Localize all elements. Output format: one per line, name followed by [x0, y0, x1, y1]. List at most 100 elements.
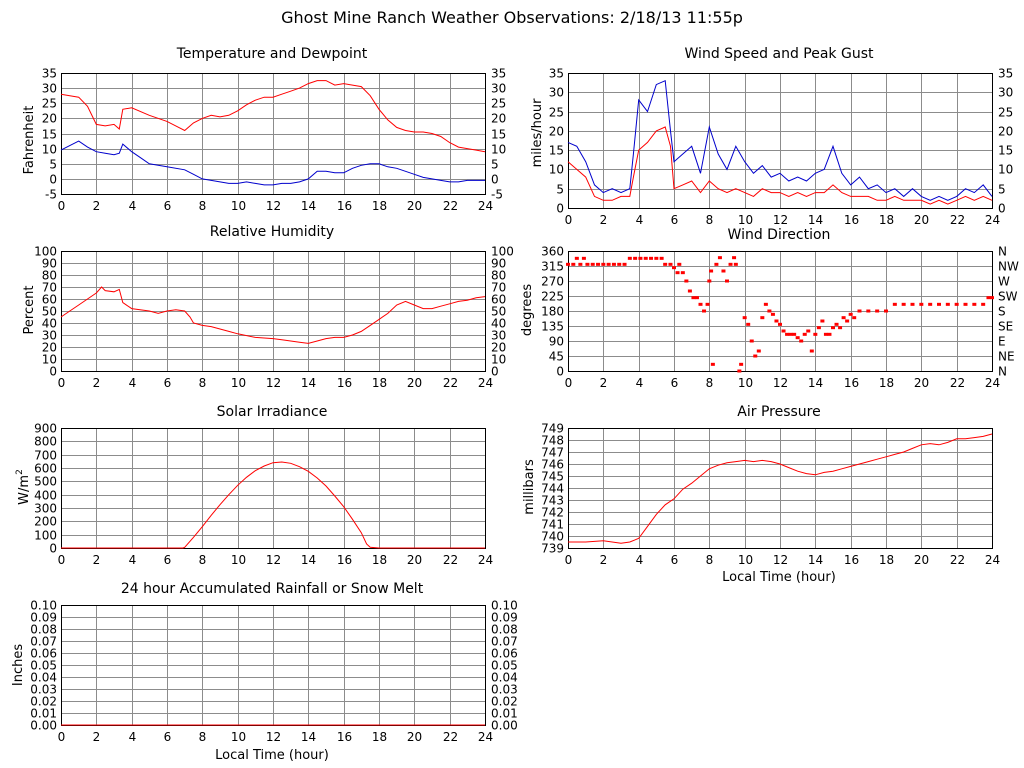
data-point [680, 271, 685, 275]
y-tick-label: 30 [42, 82, 57, 96]
x-tick-label: 6 [164, 553, 172, 567]
data-point [838, 326, 843, 330]
data-point [705, 302, 710, 306]
data-point [848, 312, 853, 316]
data-point [733, 262, 738, 266]
right-tick-label: 100 [491, 245, 514, 259]
solar-irradiance-chart: Solar Irradiance W/m2 0 2 4 6 8 10 12 14 16 18 20 2… [15, 404, 493, 567]
right-tick-label: 0.08 [491, 623, 518, 637]
x-tick-label: 6 [671, 553, 679, 567]
y-tick-label: 60 [42, 293, 57, 307]
data-point [841, 316, 846, 320]
data-point [746, 322, 751, 326]
plot-frame [61, 251, 486, 372]
x-tick-label: 4 [636, 376, 644, 390]
x-tick-label: 6 [164, 730, 172, 744]
right-tick-label: 5 [998, 183, 1006, 197]
x-tick-label: 24 [478, 199, 493, 213]
x-tick-label: 12 [773, 213, 788, 227]
x-tick-label: 0 [565, 553, 573, 567]
data-point [806, 329, 811, 333]
data-point [910, 302, 915, 306]
x-tick-label: 14 [808, 376, 823, 390]
right-tick-label: 0.03 [491, 683, 518, 697]
data-point [742, 316, 747, 320]
right-tick-label: 50 [491, 305, 506, 319]
data-point [928, 302, 933, 306]
y-tick-label: 100 [34, 529, 57, 543]
right-tick-label: 20 [998, 125, 1013, 139]
x-tick-label: 10 [738, 213, 753, 227]
y-tick-label: 0.04 [30, 671, 57, 685]
x-tick-label: 2 [93, 199, 101, 213]
x-tick-label: 8 [199, 730, 207, 744]
right-tick-label: 70 [491, 281, 506, 295]
y-tick-label: 200 [34, 515, 57, 529]
y-tick-label: 0.10 [30, 599, 57, 613]
data-point [617, 262, 622, 266]
right-tick-label: 40 [491, 317, 506, 331]
x-tick-label: 16 [337, 553, 352, 567]
right-tick-label: 10 [491, 143, 506, 157]
right-tick-label: 15 [998, 144, 1013, 158]
y-tick-label: 748 [541, 434, 564, 448]
x-tick-label: 14 [301, 553, 316, 567]
plot-frame [568, 428, 993, 549]
y-tick-label: 0.06 [30, 647, 57, 661]
data-point [809, 349, 814, 353]
y-tick-label: 70 [42, 281, 57, 295]
y-tick-label: 35 [42, 67, 57, 81]
data-point [643, 256, 648, 260]
x-tick-label: 20 [407, 199, 422, 213]
x-tick-label: 16 [337, 730, 352, 744]
y-tick-label: 270 [541, 275, 564, 289]
data-point [585, 262, 590, 266]
data-point [823, 332, 828, 336]
air-pressure-chart: Air Pressure millibars Local Time (hour)… [522, 404, 1000, 585]
x-tick-label: 12 [773, 553, 788, 567]
data-point [831, 326, 835, 330]
data-point [571, 262, 576, 266]
y-tick-label: 135 [541, 320, 564, 334]
x-tick-label: 10 [738, 553, 753, 567]
right-tick-label: SW [998, 290, 1018, 304]
data-point [668, 262, 673, 266]
data-point [707, 279, 712, 283]
y-tick-label: 400 [34, 489, 57, 503]
x-tick-label: 0 [565, 213, 573, 227]
data-point [596, 262, 601, 266]
air-pressure-chart-title: Air Pressure [737, 404, 820, 420]
x-tick-label: 8 [199, 199, 207, 213]
data-point [578, 262, 583, 266]
y-tick-label: 0.05 [30, 659, 57, 673]
wind-direction-y-label: degrees [520, 284, 535, 337]
y-tick-label: 0 [49, 365, 57, 379]
y-tick-label: 0.08 [30, 623, 57, 637]
right-tick-label: 25 [491, 97, 506, 111]
x-tick-label: 12 [266, 553, 281, 567]
data-point [663, 262, 668, 266]
data-point [795, 336, 800, 340]
data-point [954, 302, 959, 306]
y-tick-label: 90 [549, 335, 564, 349]
y-tick-label: 15 [42, 128, 57, 142]
y-tick-label: 25 [549, 106, 564, 120]
right-tick-label: S [998, 305, 1006, 319]
x-tick-label: 14 [301, 730, 316, 744]
right-tick-label: 30 [491, 329, 506, 343]
data-point [972, 302, 977, 306]
x-tick-label: 10 [231, 199, 246, 213]
y-tick-label: 0.09 [30, 611, 57, 625]
y-tick-label: 40 [42, 317, 57, 331]
x-tick-label: 14 [808, 553, 823, 567]
x-tick-label: 22 [443, 553, 458, 567]
y-tick-label: 15 [549, 144, 564, 158]
y-tick-label: 600 [34, 462, 57, 476]
x-tick-label: 6 [671, 376, 679, 390]
x-tick-label: 24 [478, 376, 493, 390]
right-tick-label: 80 [491, 269, 506, 283]
y-tick-label: 0 [556, 365, 564, 379]
right-tick-label: 0.05 [491, 659, 518, 673]
